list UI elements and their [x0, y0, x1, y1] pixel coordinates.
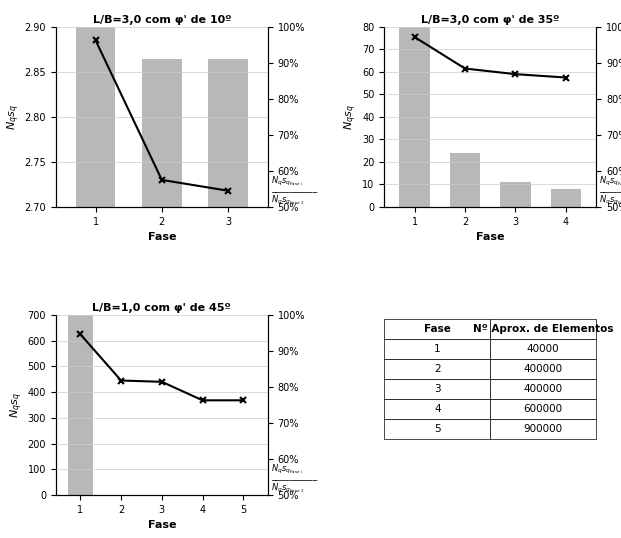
Y-axis label: $N_qs_q$: $N_qs_q$: [343, 104, 360, 130]
Text: $N_qs_{q_{Fase\ 1}}$: $N_qs_{q_{Fase\ 1}}$: [271, 482, 304, 495]
Bar: [551, 189, 581, 387]
Bar: [399, 27, 430, 387]
Y-axis label: $N_qs_q$: $N_qs_q$: [9, 392, 25, 418]
Bar: [208, 59, 248, 387]
Bar: [501, 182, 530, 387]
Bar: [76, 27, 116, 387]
Text: $N_qs_{q_{Fase\ i}}$: $N_qs_{q_{Fase\ i}}$: [271, 175, 303, 188]
Text: $N_qs_{q_{Fase\ 1}}$: $N_qs_{q_{Fase\ 1}}$: [599, 194, 621, 207]
Text: $N_qs_{q_{Fase\ 1}}$: $N_qs_{q_{Fase\ 1}}$: [271, 194, 304, 207]
Bar: [142, 59, 182, 387]
Text: ──────────: ──────────: [599, 187, 621, 196]
X-axis label: Fase: Fase: [476, 232, 504, 242]
Text: $N_qs_{q_{Fase\ i}}$: $N_qs_{q_{Fase\ i}}$: [271, 463, 303, 476]
Title: L/B=1,0 com φ' de 45º: L/B=1,0 com φ' de 45º: [93, 303, 231, 313]
Bar: [109, 524, 134, 538]
X-axis label: Fase: Fase: [148, 520, 176, 530]
Bar: [150, 531, 174, 538]
Title: L/B=3,0 com φ' de 35º: L/B=3,0 com φ' de 35º: [421, 15, 560, 25]
Y-axis label: $N_qs_q$: $N_qs_q$: [5, 104, 22, 130]
Text: $N_qs_{q_{Fase\ i}}$: $N_qs_{q_{Fase\ i}}$: [599, 175, 621, 188]
Title: L/B=3,0 com φ' de 10º: L/B=3,0 com φ' de 10º: [93, 15, 231, 25]
X-axis label: Fase: Fase: [148, 232, 176, 242]
Bar: [68, 315, 93, 538]
Text: ──────────: ──────────: [271, 475, 317, 484]
Text: ──────────: ──────────: [271, 187, 317, 196]
Bar: [450, 153, 480, 387]
